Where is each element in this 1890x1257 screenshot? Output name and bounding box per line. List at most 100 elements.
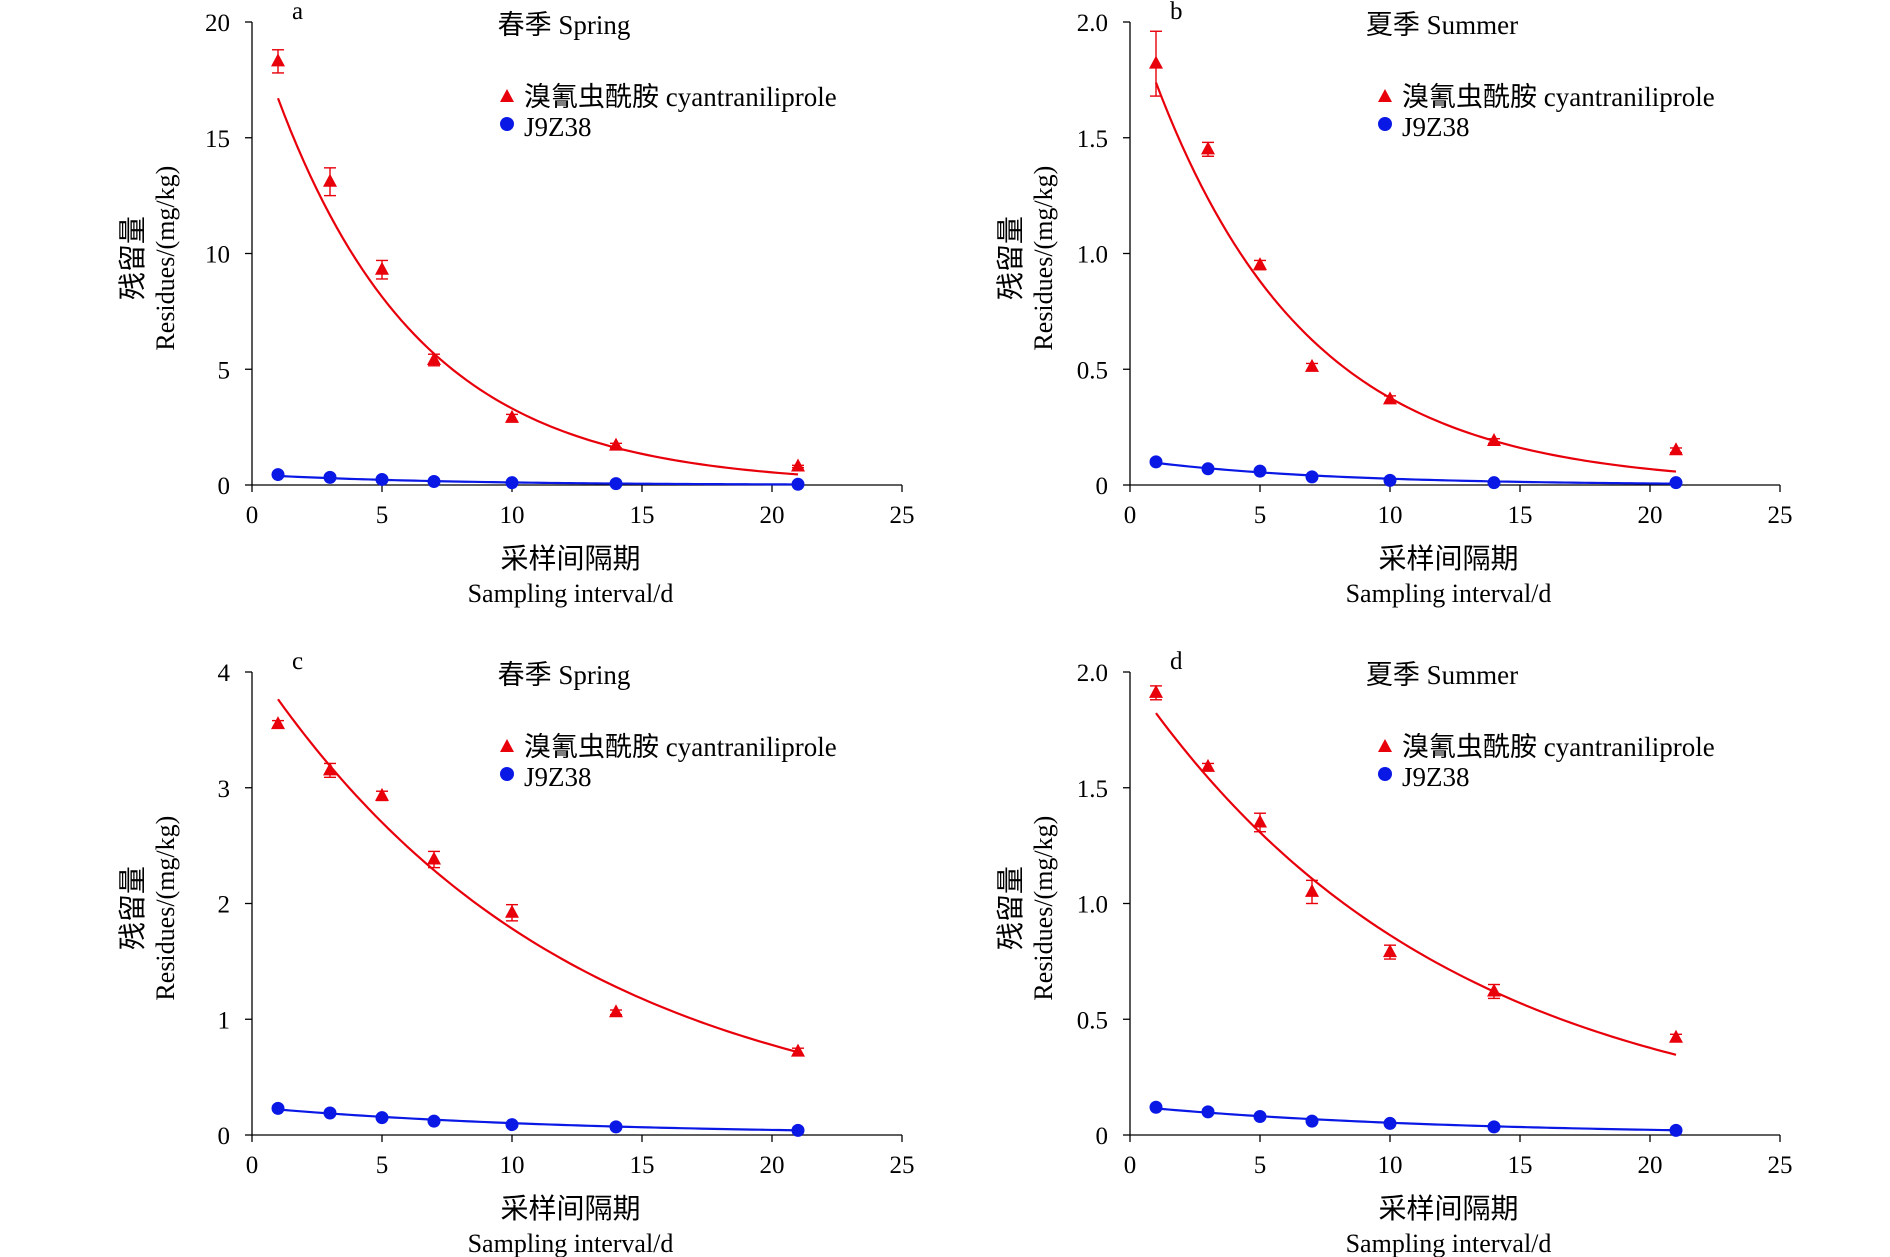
y-tick-label: 1.0 bbox=[1077, 892, 1108, 919]
panel-title: 夏季 Summer bbox=[1366, 660, 1518, 690]
data-point-circle bbox=[1253, 464, 1267, 478]
data-point-circle bbox=[323, 470, 337, 484]
data-point-circle bbox=[1201, 462, 1215, 476]
x-tick-label: 0 bbox=[1124, 1152, 1137, 1179]
series-j9z38 bbox=[271, 1101, 805, 1137]
legend-triangle-marker bbox=[1378, 89, 1392, 102]
x-tick-label: 25 bbox=[1768, 502, 1793, 529]
data-point-triangle bbox=[323, 762, 337, 776]
data-point-triangle bbox=[1201, 141, 1215, 155]
x-tick-label: 20 bbox=[760, 502, 785, 529]
y-tick-label: 0.5 bbox=[1077, 357, 1108, 384]
y-tick-label: 5 bbox=[218, 357, 231, 384]
x-tick-label: 5 bbox=[376, 1152, 389, 1179]
y-tick-label: 3 bbox=[218, 776, 231, 803]
x-tick-label: 25 bbox=[890, 1152, 915, 1179]
series-j9z38 bbox=[271, 468, 805, 491]
data-point-triangle bbox=[1669, 442, 1683, 456]
data-point-triangle bbox=[791, 458, 805, 472]
y-axis-label-cn: 残留量 bbox=[995, 866, 1027, 950]
panel-title: 夏季 Summer bbox=[1366, 10, 1518, 40]
x-tick-label: 10 bbox=[500, 1152, 525, 1179]
series-cyantraniliprole bbox=[271, 49, 805, 476]
data-point-circle bbox=[1149, 1100, 1163, 1114]
x-tick-label: 0 bbox=[246, 502, 259, 529]
panel-letter: b bbox=[1170, 0, 1183, 25]
panel-letter: c bbox=[292, 648, 303, 675]
x-tick-label: 25 bbox=[1768, 1152, 1793, 1179]
data-point-circle bbox=[505, 476, 519, 490]
data-point-triangle bbox=[271, 53, 285, 67]
legend-label-metabolite: J9Z38 bbox=[524, 112, 592, 142]
y-tick-label: 1.0 bbox=[1077, 242, 1108, 269]
fit-curve bbox=[277, 1108, 799, 1132]
y-tick-label: 1.5 bbox=[1077, 126, 1108, 153]
x-axis-label-cn: 采样间隔期 bbox=[500, 1193, 640, 1225]
x-tick-label: 0 bbox=[246, 1152, 259, 1179]
chart-panel-a: 0 5 10 15 20 25 0 5 10 15 20 a 春季 Spring 采样间隔期 Samplin… bbox=[117, 0, 915, 608]
data-point-triangle bbox=[1383, 944, 1397, 958]
series-j9z38 bbox=[1149, 1100, 1683, 1137]
data-point-triangle bbox=[791, 1043, 805, 1057]
legend-label-parent: 溴氰虫酰胺 cyantraniliprole bbox=[524, 82, 837, 112]
data-point-circle bbox=[505, 1118, 519, 1132]
series-cyantraniliprole bbox=[271, 698, 805, 1057]
legend-circle-marker bbox=[1378, 767, 1392, 781]
fit-curve bbox=[1155, 461, 1677, 485]
y-tick-label: 0 bbox=[1096, 473, 1109, 500]
x-axis-label-en: Sampling interval/d bbox=[468, 1229, 674, 1257]
series-cyantraniliprole bbox=[1149, 30, 1683, 473]
fit-curve bbox=[277, 698, 799, 1054]
data-point-triangle bbox=[1253, 814, 1267, 828]
legend-circle-marker bbox=[500, 767, 514, 781]
x-axis-label-en: Sampling interval/d bbox=[1346, 579, 1552, 608]
series-j9z38 bbox=[1149, 455, 1683, 490]
y-tick-label: 1 bbox=[218, 1007, 231, 1034]
data-point-circle bbox=[1383, 1116, 1397, 1130]
y-tick-label: 10 bbox=[205, 242, 230, 269]
data-point-circle bbox=[1487, 1120, 1501, 1134]
data-point-circle bbox=[1669, 476, 1683, 490]
y-tick-label: 0 bbox=[1096, 1123, 1109, 1150]
data-point-triangle bbox=[323, 173, 337, 187]
data-point-circle bbox=[375, 472, 389, 486]
y-axis-label-en: Residues/(mg/kg) bbox=[1029, 816, 1058, 1001]
panel-letter: a bbox=[292, 0, 303, 25]
x-axis-label-en: Sampling interval/d bbox=[1346, 1229, 1552, 1257]
data-point-triangle bbox=[1149, 684, 1163, 698]
x-tick-label: 0 bbox=[1124, 502, 1137, 529]
x-axis-label-cn: 采样间隔期 bbox=[1378, 1193, 1518, 1225]
data-point-circle bbox=[1305, 470, 1319, 484]
panel-letter: d bbox=[1170, 648, 1183, 675]
x-tick-label: 10 bbox=[500, 502, 525, 529]
fit-curve bbox=[1155, 712, 1677, 1056]
fit-curve bbox=[1155, 1107, 1677, 1132]
data-point-circle bbox=[1669, 1123, 1683, 1137]
y-tick-label: 0.5 bbox=[1077, 1007, 1108, 1034]
data-point-circle bbox=[271, 468, 285, 482]
legend-circle-marker bbox=[500, 117, 514, 131]
x-tick-label: 15 bbox=[630, 1152, 655, 1179]
data-point-circle bbox=[1201, 1105, 1215, 1119]
data-point-circle bbox=[791, 1123, 805, 1137]
y-tick-label: 2.0 bbox=[1077, 660, 1108, 687]
x-axis-label-en: Sampling interval/d bbox=[468, 579, 674, 608]
x-tick-label: 15 bbox=[630, 502, 655, 529]
data-point-circle bbox=[427, 475, 441, 489]
data-point-circle bbox=[1383, 473, 1397, 487]
data-point-triangle bbox=[1201, 758, 1215, 772]
legend-label-parent: 溴氰虫酰胺 cyantraniliprole bbox=[1402, 82, 1715, 112]
data-point-triangle bbox=[1149, 55, 1163, 69]
y-axis-label-cn: 残留量 bbox=[117, 866, 149, 950]
x-tick-label: 5 bbox=[1254, 1152, 1267, 1179]
data-point-triangle bbox=[1669, 1029, 1683, 1043]
legend-triangle-marker bbox=[1378, 739, 1392, 752]
x-tick-label: 5 bbox=[376, 502, 389, 529]
legend-label-metabolite: J9Z38 bbox=[524, 762, 592, 792]
data-point-circle bbox=[791, 477, 805, 491]
x-axis-label-cn: 采样间隔期 bbox=[1378, 543, 1518, 575]
data-point-circle bbox=[271, 1101, 285, 1115]
data-point-circle bbox=[1149, 455, 1163, 469]
y-tick-label: 2 bbox=[218, 892, 231, 919]
